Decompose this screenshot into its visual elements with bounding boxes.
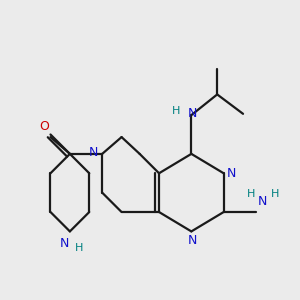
Text: N: N [88, 146, 98, 159]
Text: H: H [271, 189, 280, 199]
Text: N: N [258, 195, 267, 208]
Text: H: H [172, 106, 180, 116]
Text: N: N [60, 236, 69, 250]
Text: O: O [39, 120, 49, 133]
Text: N: N [188, 107, 197, 120]
Text: H: H [247, 189, 255, 199]
Text: N: N [188, 234, 197, 247]
Text: H: H [75, 243, 83, 253]
Text: N: N [227, 167, 236, 180]
